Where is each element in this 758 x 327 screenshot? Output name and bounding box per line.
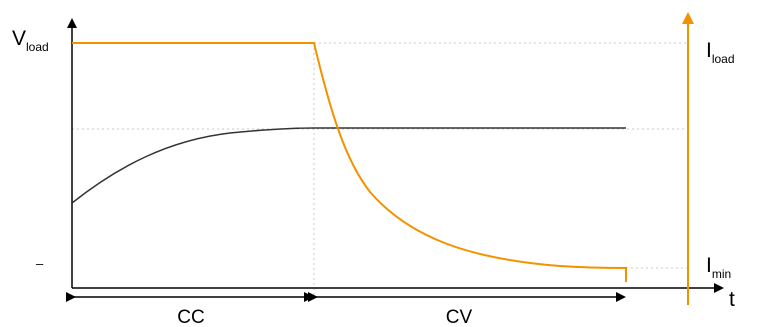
min-current-label: Imin — [706, 254, 731, 281]
min-current-subscript: min — [712, 267, 731, 281]
y-axis-left-symbol: V — [12, 27, 26, 50]
y-axis-right-subscript: load — [712, 52, 735, 66]
min-current-symbol: I — [706, 254, 712, 277]
voltage-curve — [71, 127, 626, 204]
current-curve — [72, 42, 627, 282]
phase-label-cv: CV — [446, 307, 473, 327]
y-axis-right-symbol: I — [706, 39, 712, 62]
y-axis-left-label: Vload — [12, 27, 49, 54]
y-axis-left-subscript: load — [26, 40, 49, 54]
phase-label-cc: CC — [177, 307, 204, 327]
x-axis-label: t — [729, 288, 735, 311]
y-axis-right-label: Iload — [706, 39, 735, 66]
left-tick-mark: – — [36, 256, 44, 271]
